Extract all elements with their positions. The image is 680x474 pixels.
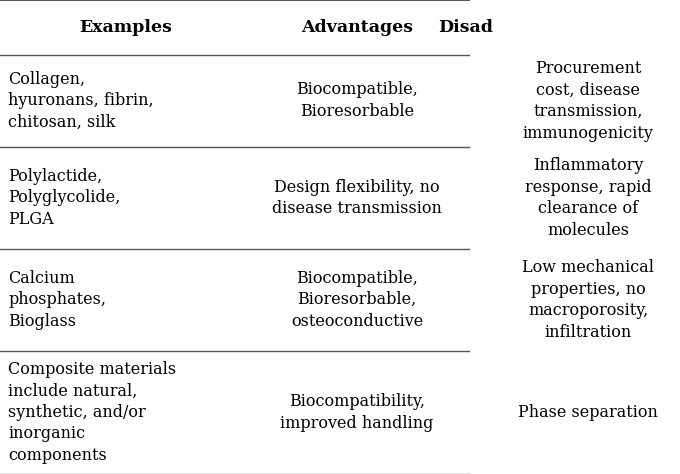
Text: Examples: Examples: [80, 19, 172, 36]
Text: Phase separation: Phase separation: [518, 404, 658, 421]
Text: Procurement
cost, disease
transmission,
immunogenicity: Procurement cost, disease transmission, …: [523, 60, 653, 142]
Text: Biocompatible,
Bioresorbable: Biocompatible, Bioresorbable: [296, 82, 418, 120]
Text: Polylactide,
Polyglycolide,
PLGA: Polylactide, Polyglycolide, PLGA: [8, 168, 120, 228]
Text: Low mechanical
properties, no
macroporosity,
infiltration: Low mechanical properties, no macroporos…: [522, 259, 654, 341]
Text: Disad: Disad: [439, 19, 493, 36]
Text: Composite materials
include natural,
synthetic, and/or
inorganic
components: Composite materials include natural, syn…: [8, 361, 176, 464]
Text: Design flexibility, no
disease transmission: Design flexibility, no disease transmiss…: [272, 179, 442, 217]
Text: Advantages: Advantages: [301, 19, 413, 36]
Text: Biocompatible,
Bioresorbable,
osteoconductive: Biocompatible, Bioresorbable, osteocondu…: [291, 270, 423, 330]
Text: Biocompatibility,
improved handling: Biocompatibility, improved handling: [280, 393, 434, 432]
Text: Inflammatory
response, rapid
clearance of
molecules: Inflammatory response, rapid clearance o…: [525, 157, 651, 239]
Text: Collagen,
hyuronans, fibrin,
chitosan, silk: Collagen, hyuronans, fibrin, chitosan, s…: [8, 71, 154, 131]
Text: Calcium
phosphates,
Bioglass: Calcium phosphates, Bioglass: [8, 270, 106, 330]
